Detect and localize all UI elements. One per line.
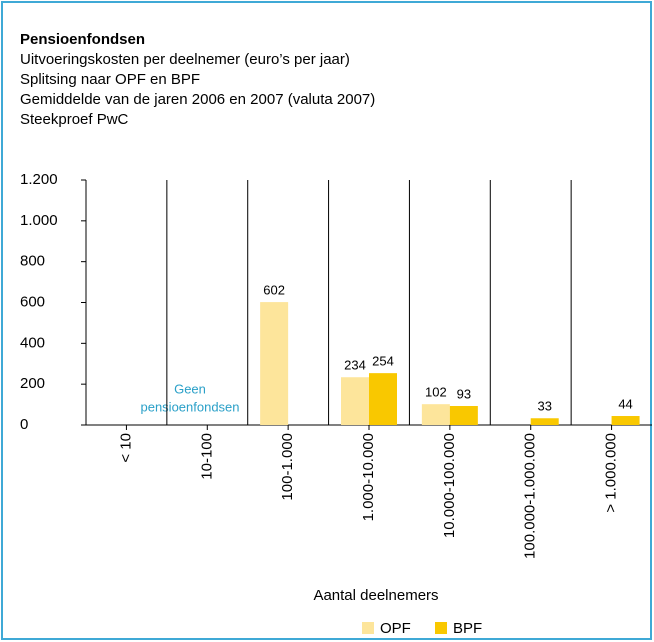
value-label: 93: [457, 386, 471, 401]
subtitle: Gemiddelde van de jaren 2006 en 2007 (va…: [20, 91, 375, 108]
bar: [611, 416, 640, 425]
value-label: 234: [344, 358, 366, 373]
x-tick-label: 100.000-1.000.000: [522, 433, 539, 559]
y-tick-label: 600: [20, 293, 45, 310]
value-label: 254: [372, 354, 394, 369]
y-tick-label: 800: [20, 253, 45, 270]
value-label: 102: [425, 385, 447, 400]
subtitle: Uitvoeringskosten per deelnemer (euro’s …: [20, 51, 350, 68]
y-tick-label: 1.000: [20, 212, 58, 229]
x-axis-label: Aantal deelnemers: [313, 587, 438, 604]
legend-label: BPF: [453, 620, 482, 637]
bar: [260, 302, 289, 425]
bar: [369, 373, 397, 425]
subtitle: Steekproef PwC: [20, 111, 129, 128]
y-tick-label: 200: [20, 375, 45, 392]
value-label: 33: [537, 399, 551, 414]
legend-swatch: [435, 622, 447, 634]
legend-swatch: [362, 622, 374, 634]
x-tick-label: 100-1.000: [279, 433, 296, 501]
x-tick-label: 1.000-10.000: [360, 433, 377, 521]
x-tick-label: 10-100: [198, 433, 215, 480]
value-label: 44: [618, 396, 632, 411]
bar: [530, 418, 559, 425]
x-tick-label: > 1.000.000: [603, 433, 620, 513]
x-tick-label: 10.000-100.000: [441, 433, 458, 538]
bar: [341, 377, 369, 425]
annotation: pensioenfondsen: [140, 399, 239, 414]
x-tick-label: < 10: [117, 433, 134, 463]
bar: [449, 406, 478, 425]
legend-label: OPF: [380, 620, 411, 637]
y-tick-label: 0: [20, 416, 28, 433]
bar: [421, 404, 450, 425]
annotation: Geen: [174, 381, 206, 396]
y-tick-label: 400: [20, 334, 45, 351]
y-tick-label: 1.200: [20, 171, 58, 188]
subtitle: Splitsing naar OPF en BPF: [20, 71, 200, 88]
value-label: 602: [263, 283, 285, 298]
chart-title: Pensioenfondsen: [20, 31, 145, 48]
